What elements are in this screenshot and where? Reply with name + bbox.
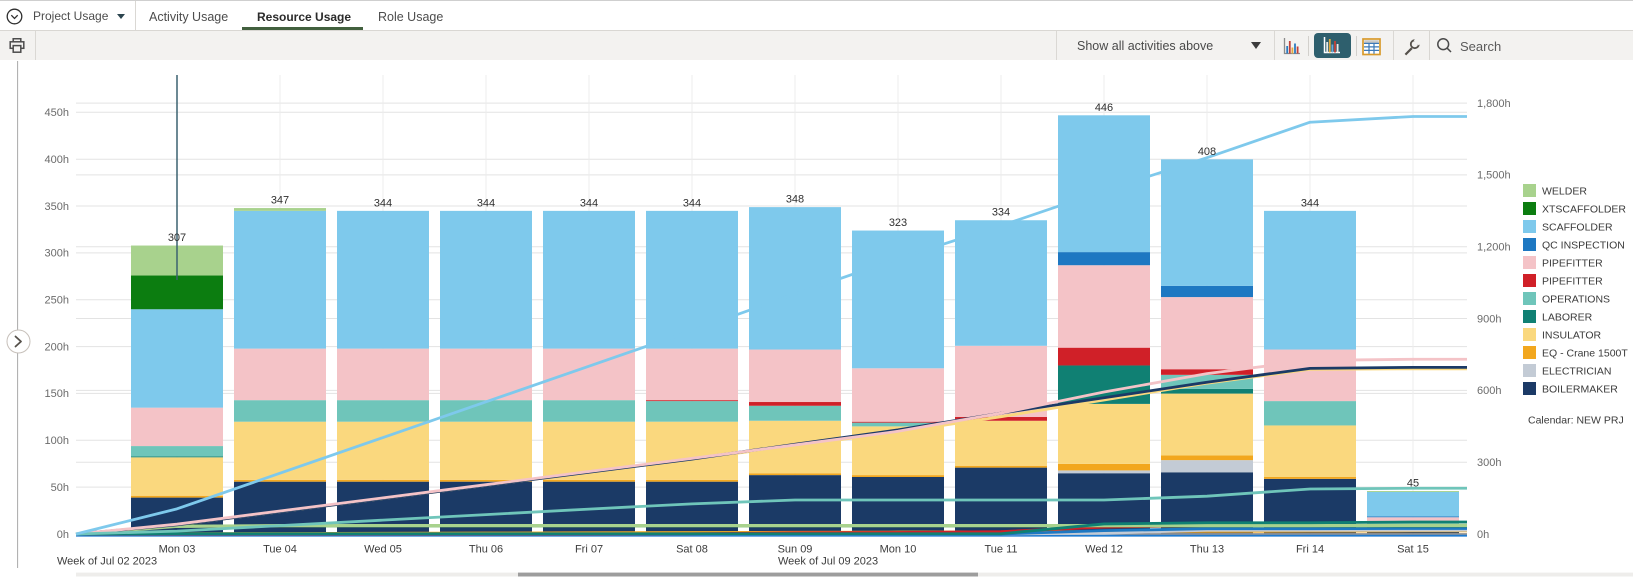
svg-text:Tue 11: Tue 11: [984, 544, 1017, 556]
svg-text:0h: 0h: [1477, 529, 1489, 541]
svg-text:Thu 13: Thu 13: [1190, 544, 1224, 556]
svg-text:ELECTRICIAN: ELECTRICIAN: [1542, 365, 1611, 377]
svg-text:SCAFFOLDER: SCAFFOLDER: [1542, 221, 1613, 233]
svg-text:344: 344: [580, 197, 598, 209]
svg-text:BOILERMAKER: BOILERMAKER: [1542, 383, 1618, 395]
svg-text:450h: 450h: [45, 107, 69, 119]
svg-text:PIPEFITTER: PIPEFITTER: [1542, 257, 1603, 269]
svg-text:344: 344: [1301, 197, 1319, 209]
svg-text:Week of Jul 02 2023: Week of Jul 02 2023: [57, 556, 157, 568]
svg-text:344: 344: [374, 197, 392, 209]
svg-text:1,800h: 1,800h: [1477, 98, 1511, 110]
svg-text:PIPEFITTER: PIPEFITTER: [1542, 275, 1603, 287]
svg-text:408: 408: [1198, 146, 1216, 158]
svg-text:50h: 50h: [51, 482, 69, 494]
svg-text:Thu 06: Thu 06: [469, 544, 503, 556]
svg-text:0h: 0h: [57, 529, 69, 541]
svg-text:348: 348: [786, 194, 804, 206]
svg-text:LABORER: LABORER: [1542, 311, 1593, 323]
svg-text:Tue 04: Tue 04: [263, 544, 297, 556]
svg-text:100h: 100h: [45, 435, 69, 447]
svg-text:323: 323: [889, 217, 907, 229]
svg-text:347: 347: [271, 195, 289, 207]
svg-text:Mon 10: Mon 10: [880, 544, 917, 556]
svg-text:600h: 600h: [1477, 385, 1501, 397]
svg-text:400h: 400h: [45, 154, 69, 166]
svg-text:446: 446: [1095, 102, 1113, 114]
svg-text:1,200h: 1,200h: [1477, 242, 1511, 254]
svg-text:Fri 14: Fri 14: [1296, 544, 1324, 556]
svg-text:350h: 350h: [45, 201, 69, 213]
svg-text:OPERATIONS: OPERATIONS: [1542, 293, 1610, 305]
svg-text:Fri 07: Fri 07: [575, 544, 603, 556]
svg-text:334: 334: [992, 207, 1010, 219]
svg-text:300h: 300h: [45, 248, 69, 260]
svg-text:1,500h: 1,500h: [1477, 170, 1511, 182]
svg-text:150h: 150h: [45, 388, 69, 400]
svg-text:344: 344: [683, 197, 701, 209]
svg-text:Week of Jul 09 2023: Week of Jul 09 2023: [778, 556, 878, 568]
svg-text:INSULATOR: INSULATOR: [1542, 329, 1602, 341]
svg-text:EQ - Crane 1500T: EQ - Crane 1500T: [1542, 347, 1628, 359]
svg-text:QC INSPECTION: QC INSPECTION: [1542, 239, 1625, 251]
svg-text:Mon 03: Mon 03: [159, 544, 196, 556]
svg-text:Sun 09: Sun 09: [778, 544, 813, 556]
svg-text:Wed 05: Wed 05: [364, 544, 402, 556]
svg-text:Sat 15: Sat 15: [1397, 544, 1429, 556]
svg-text:Wed 12: Wed 12: [1085, 544, 1123, 556]
svg-text:900h: 900h: [1477, 313, 1501, 325]
svg-text:300h: 300h: [1477, 457, 1501, 469]
svg-text:200h: 200h: [45, 341, 69, 353]
svg-text:45: 45: [1407, 478, 1419, 490]
svg-text:Calendar: NEW PRJ: Calendar: NEW PRJ: [1528, 415, 1624, 427]
svg-text:344: 344: [477, 197, 495, 209]
svg-text:WELDER: WELDER: [1542, 185, 1587, 197]
svg-text:250h: 250h: [45, 295, 69, 307]
svg-text:307: 307: [168, 232, 186, 244]
svg-text:XTSCAFFOLDER: XTSCAFFOLDER: [1542, 203, 1626, 215]
svg-text:Sat 08: Sat 08: [676, 544, 708, 556]
